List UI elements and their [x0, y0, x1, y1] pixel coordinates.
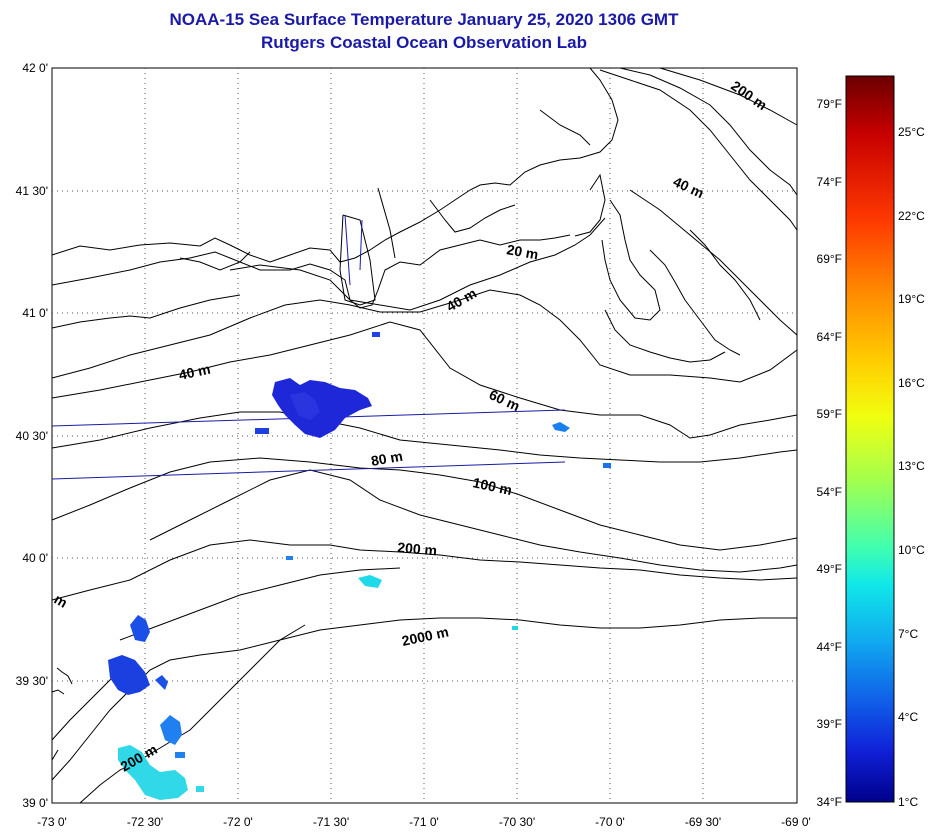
celsius-label: 7°C [898, 627, 918, 641]
lon-tick-label: -72 0' [223, 815, 253, 829]
fahrenheit-label: 59°F [817, 407, 842, 421]
contour-label-200m-mid: 200 m [397, 539, 438, 558]
lat-tick-label: 40 30' [16, 429, 48, 443]
celsius-label: 4°C [898, 710, 918, 724]
lon-tick-label: -71 0' [409, 815, 439, 829]
fahrenheit-label: 64°F [817, 330, 842, 344]
fahrenheit-label: 69°F [817, 252, 842, 266]
fahrenheit-label: 44°F [817, 640, 842, 654]
lon-tick-label: -70 30' [499, 815, 535, 829]
fahrenheit-label: 39°F [817, 717, 842, 731]
coastline [51, 67, 761, 761]
celsius-label: 22°C [898, 209, 925, 223]
lat-tick-label: 39 30' [16, 674, 48, 688]
celsius-label: 16°C [898, 376, 925, 390]
colorbar-celsius-labels: 25°C 22°C 19°C 16°C 13°C 10°C 7°C 4°C 1°… [898, 125, 925, 809]
contour-label-40m-west: 40 m [177, 361, 212, 383]
map-subtitle: Rutgers Coastal Ocean Observation Lab [261, 33, 587, 52]
lat-tick-label: 41 30' [16, 184, 48, 198]
lon-tick-label: -70 0' [595, 815, 625, 829]
lat-tick-label: 40 0' [22, 551, 48, 565]
celsius-label: 19°C [898, 292, 925, 306]
contour-label-20m: 20 m [505, 241, 539, 262]
lat-tick-label: 39 0' [22, 796, 48, 810]
map-title: NOAA-15 Sea Surface Temperature January … [169, 10, 679, 29]
colorbar-fahrenheit-labels: 79°F 74°F 69°F 64°F 59°F 54°F 49°F 44°F … [817, 97, 842, 809]
bathymetry-contours [51, 67, 798, 804]
lat-tick-label: 41 0' [22, 306, 48, 320]
fahrenheit-label: 34°F [817, 795, 842, 809]
celsius-label: 25°C [898, 125, 925, 139]
contour-label-80m: 80 m [370, 448, 404, 469]
celsius-label: 10°C [898, 543, 925, 557]
fahrenheit-label: 74°F [817, 175, 842, 189]
fahrenheit-label: 79°F [817, 97, 842, 111]
colorbar [845, 75, 895, 803]
lon-tick-label: -69 0' [781, 815, 811, 829]
lon-axis: -73 0' -72 30' -72 0' -71 30' -71 0' -70… [37, 815, 811, 829]
lon-tick-label: -69 30' [685, 815, 721, 829]
celsius-label: 1°C [898, 795, 918, 809]
sst-data [108, 332, 611, 800]
lon-tick-label: -72 30' [127, 815, 163, 829]
fahrenheit-label: 54°F [817, 485, 842, 499]
celsius-label: 13°C [898, 459, 925, 473]
lon-tick-label: -73 0' [37, 815, 67, 829]
lon-tick-label: -71 30' [313, 815, 349, 829]
grid-lines [52, 68, 797, 803]
lat-axis: 42 0' 41 30' 41 0' 40 30' 40 0' 39 30' 3… [16, 61, 48, 810]
lat-tick-label: 42 0' [22, 61, 48, 75]
fahrenheit-label: 49°F [817, 562, 842, 576]
